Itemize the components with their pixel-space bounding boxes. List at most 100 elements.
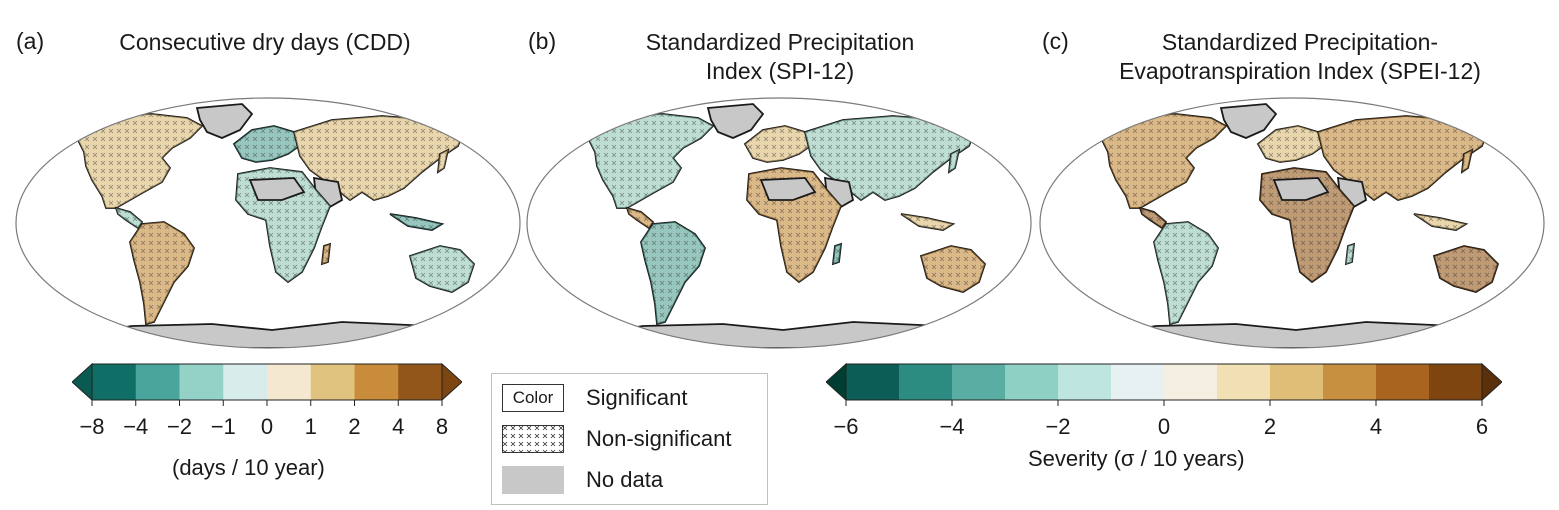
panel-a-title: Consecutive dry days (CDD) bbox=[70, 28, 460, 57]
non-significant-hatch bbox=[745, 126, 813, 162]
nodata-region bbox=[759, 177, 817, 201]
colorbar-tick-label: −6 bbox=[833, 414, 859, 439]
panel-b-title-line-2: Index (SPI-12) bbox=[705, 58, 855, 84]
colorbar-segment bbox=[1376, 364, 1430, 400]
legend-label-significant: Significant bbox=[586, 385, 688, 410]
legend-swatch-color-text: Color bbox=[512, 388, 554, 407]
colorbar-segment bbox=[952, 364, 1006, 400]
colorbar-segment bbox=[92, 364, 137, 400]
non-significant-hatch bbox=[1098, 114, 1226, 208]
nodata-region bbox=[1272, 177, 1330, 201]
map-cdd-frame bbox=[15, 97, 521, 349]
nodata-region bbox=[71, 321, 483, 348]
legend-swatch-hatch bbox=[502, 425, 564, 453]
colorbar-extend-high bbox=[1481, 362, 1502, 402]
non-significant-hatch bbox=[1434, 246, 1498, 292]
colorbar-segment bbox=[846, 364, 900, 400]
colorbar-extend-high bbox=[441, 362, 462, 402]
colorbar-tick-label: −2 bbox=[1045, 414, 1071, 439]
colorbar-segment bbox=[267, 364, 312, 400]
colorbar-tick-label: 6 bbox=[1475, 414, 1489, 439]
colorbar-segment bbox=[1429, 364, 1483, 400]
colorbar-tick-label: −8 bbox=[79, 414, 105, 439]
colorbar-extend-low bbox=[72, 362, 93, 402]
non-significant-hatch bbox=[74, 114, 202, 208]
colorbar-tick-label: −1 bbox=[210, 414, 236, 439]
trend-shading bbox=[997, 288, 1005, 304]
colorbar-tick-label: 0 bbox=[260, 414, 274, 439]
land-region bbox=[995, 286, 1007, 306]
panel-a-letter: (a) bbox=[16, 28, 45, 54]
colorbar-segment bbox=[310, 364, 355, 400]
legend-label-no-data: No data bbox=[586, 467, 664, 492]
non-significant-hatch bbox=[410, 246, 474, 292]
panel-a-title-line-1: Consecutive dry days (CDD) bbox=[119, 29, 411, 55]
colorbar-extend-low bbox=[826, 362, 847, 402]
colorbar-segment bbox=[1058, 364, 1112, 400]
colorbar-segment bbox=[179, 364, 224, 400]
legend-swatch-no-data bbox=[502, 466, 564, 494]
legend-swatch-color: Color bbox=[502, 384, 564, 412]
colorbar-severity bbox=[826, 362, 1502, 406]
colorbar-tick-label: 2 bbox=[1263, 414, 1277, 439]
colorbar-segment bbox=[354, 364, 399, 400]
nodata-region bbox=[1095, 321, 1507, 348]
non-significant-hatch bbox=[641, 222, 705, 324]
nodata-region bbox=[582, 321, 994, 348]
colorbar-segment bbox=[1217, 364, 1271, 400]
non-significant-hatch bbox=[390, 214, 442, 230]
land-region bbox=[484, 286, 496, 306]
colorbar-tick-label: 4 bbox=[392, 414, 405, 439]
non-significant-hatch bbox=[627, 208, 653, 228]
trend-shading bbox=[486, 288, 494, 304]
non-significant-hatch bbox=[1414, 214, 1466, 230]
colorbar-severity-label: Severity (σ / 10 years) bbox=[1028, 446, 1245, 471]
non-significant-hatch bbox=[1462, 150, 1472, 172]
colorbar-segment bbox=[398, 364, 443, 400]
non-significant-hatch bbox=[997, 288, 1005, 304]
non-significant-hatch bbox=[1318, 116, 1488, 200]
nodata-region bbox=[248, 177, 306, 201]
non-significant-hatch bbox=[1140, 208, 1166, 228]
legend-label-non-significant: Non-significant bbox=[586, 426, 732, 451]
colorbar-tick-label: 2 bbox=[348, 414, 361, 439]
non-significant-hatch bbox=[833, 244, 841, 264]
non-significant-hatch bbox=[116, 208, 142, 228]
panel-b-title: Standardized Precipitation Index (SPI-12… bbox=[580, 28, 980, 86]
non-significant-hatch bbox=[585, 114, 713, 208]
map-spi-frame bbox=[526, 97, 1032, 349]
colorbar-segment bbox=[1111, 364, 1165, 400]
non-significant-hatch bbox=[294, 116, 464, 200]
colorbar-tick-label: 4 bbox=[1369, 414, 1383, 439]
land-region bbox=[1508, 286, 1520, 306]
colorbar-segment bbox=[1005, 364, 1059, 400]
non-significant-hatch bbox=[949, 150, 959, 172]
map-spi-continents bbox=[582, 103, 1007, 348]
significance-legend: Color Significant Non-significant No dat… bbox=[491, 373, 768, 505]
colorbar-tick-label: 1 bbox=[304, 414, 317, 439]
nodata-region bbox=[195, 103, 254, 139]
colorbar-tick-label: −2 bbox=[166, 414, 193, 439]
non-significant-hatch bbox=[438, 150, 448, 172]
panel-b-title-line-1: Standardized Precipitation bbox=[645, 29, 915, 55]
trend-shading bbox=[1510, 288, 1518, 304]
map-spei-continents bbox=[1095, 103, 1520, 348]
panel-c-title: Standardized Precipitation- Evapotranspi… bbox=[1070, 28, 1530, 86]
non-significant-hatch bbox=[921, 246, 985, 292]
nodata-region bbox=[1219, 103, 1278, 139]
non-significant-hatch bbox=[322, 244, 330, 264]
colorbar-segment bbox=[223, 364, 268, 400]
colorbar-tick-label: 0 bbox=[1157, 414, 1171, 439]
colorbar-tick-label: 8 bbox=[435, 414, 449, 439]
colorbar-segment bbox=[1164, 364, 1218, 400]
map-spei bbox=[1039, 97, 1545, 349]
panel-b-letter: (b) bbox=[528, 28, 557, 54]
colorbar-cdd-label: (days / 10 year) bbox=[172, 455, 325, 480]
colorbar-segment bbox=[1323, 364, 1377, 400]
nodata-region bbox=[706, 103, 765, 139]
non-significant-hatch bbox=[805, 116, 975, 200]
colorbar-segment bbox=[135, 364, 180, 400]
non-significant-hatch bbox=[486, 288, 494, 304]
panel-c-letter: (c) bbox=[1042, 28, 1069, 54]
map-spi bbox=[526, 97, 1032, 349]
